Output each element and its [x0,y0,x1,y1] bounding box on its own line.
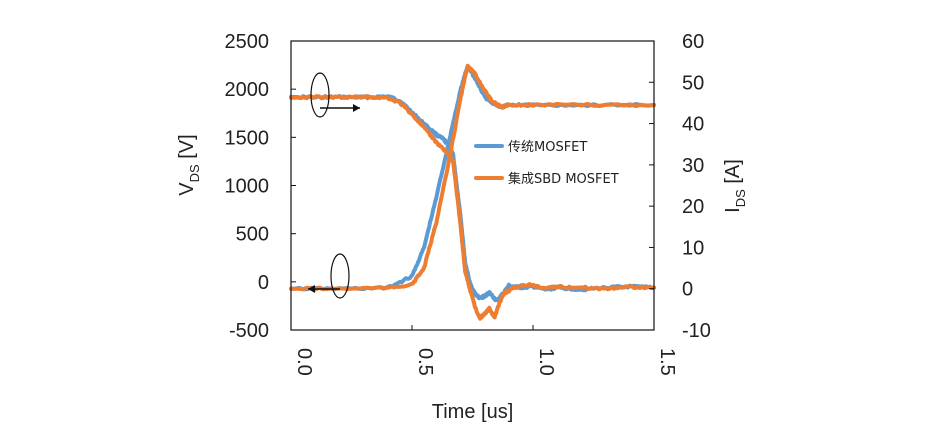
legend-label: 传统MOSFET [508,140,587,155]
axis-title-unit: [A] [722,159,744,189]
axis-title-unit: [V] [176,134,198,164]
annotation-layer [308,72,360,299]
y-left-tick-label: 1000 [225,176,270,198]
y-left-tick-label: 2000 [225,79,270,101]
legend-label: 集成SBD MOSFET [508,171,619,187]
label-layer: Time [us]VDS [V]IDS [A] [176,134,748,423]
x-tick-label: 0.5 [414,348,436,376]
indicator-arrow-head [353,104,360,112]
y-left-axis-title: VDS [V] [176,134,202,195]
y-right-tick-label: -10 [682,320,711,342]
x-axis-title: Time [us] [432,401,514,423]
y-right-axis-title: IDS [A] [722,159,748,213]
y-right-tick-label: 40 [682,114,704,136]
y-right-tick-label: 60 [682,31,704,53]
axis-title-main: V [176,182,198,196]
y-right-tick-label: 0 [682,279,693,301]
left-axis-indicator [310,72,360,118]
axis-title-subscript: DS [733,189,748,207]
y-right-tick-label: 50 [682,72,704,94]
y-right-tick-label: 30 [682,155,704,177]
axis-title-main: I [722,207,744,213]
y-left-tick-label: -500 [229,320,269,342]
y-left-tick-label: 0 [258,272,269,294]
x-tick-label: 1.0 [535,348,557,376]
indicator-loop [330,253,350,299]
series-line-vds-conventional [289,94,656,303]
tick-layer: 2500 2000 1500 1000 500 0 -500 60 50 40 30 20 10 0 -10… [225,31,711,376]
series-line-ids-integrated [289,64,656,292]
y-left-tick-label: 2500 [225,31,270,53]
indicator-loop [310,72,330,118]
axis-title-subscript: DS [187,164,202,182]
x-tick-label: 0.0 [293,348,315,376]
right-axis-indicator [308,253,350,299]
legend: 传统MOSFET 集成SBD MOSFET [474,140,619,187]
series-layer [289,63,656,321]
y-left-tick-label: 500 [236,224,269,246]
indicator-arrow-head [308,285,315,293]
y-right-tick-label: 20 [682,196,704,218]
x-tick-label: 1.5 [656,348,678,376]
y-right-tick-label: 10 [682,237,704,259]
y-left-tick-label: 1500 [225,127,270,149]
series-line-vds-integrated [289,94,656,321]
